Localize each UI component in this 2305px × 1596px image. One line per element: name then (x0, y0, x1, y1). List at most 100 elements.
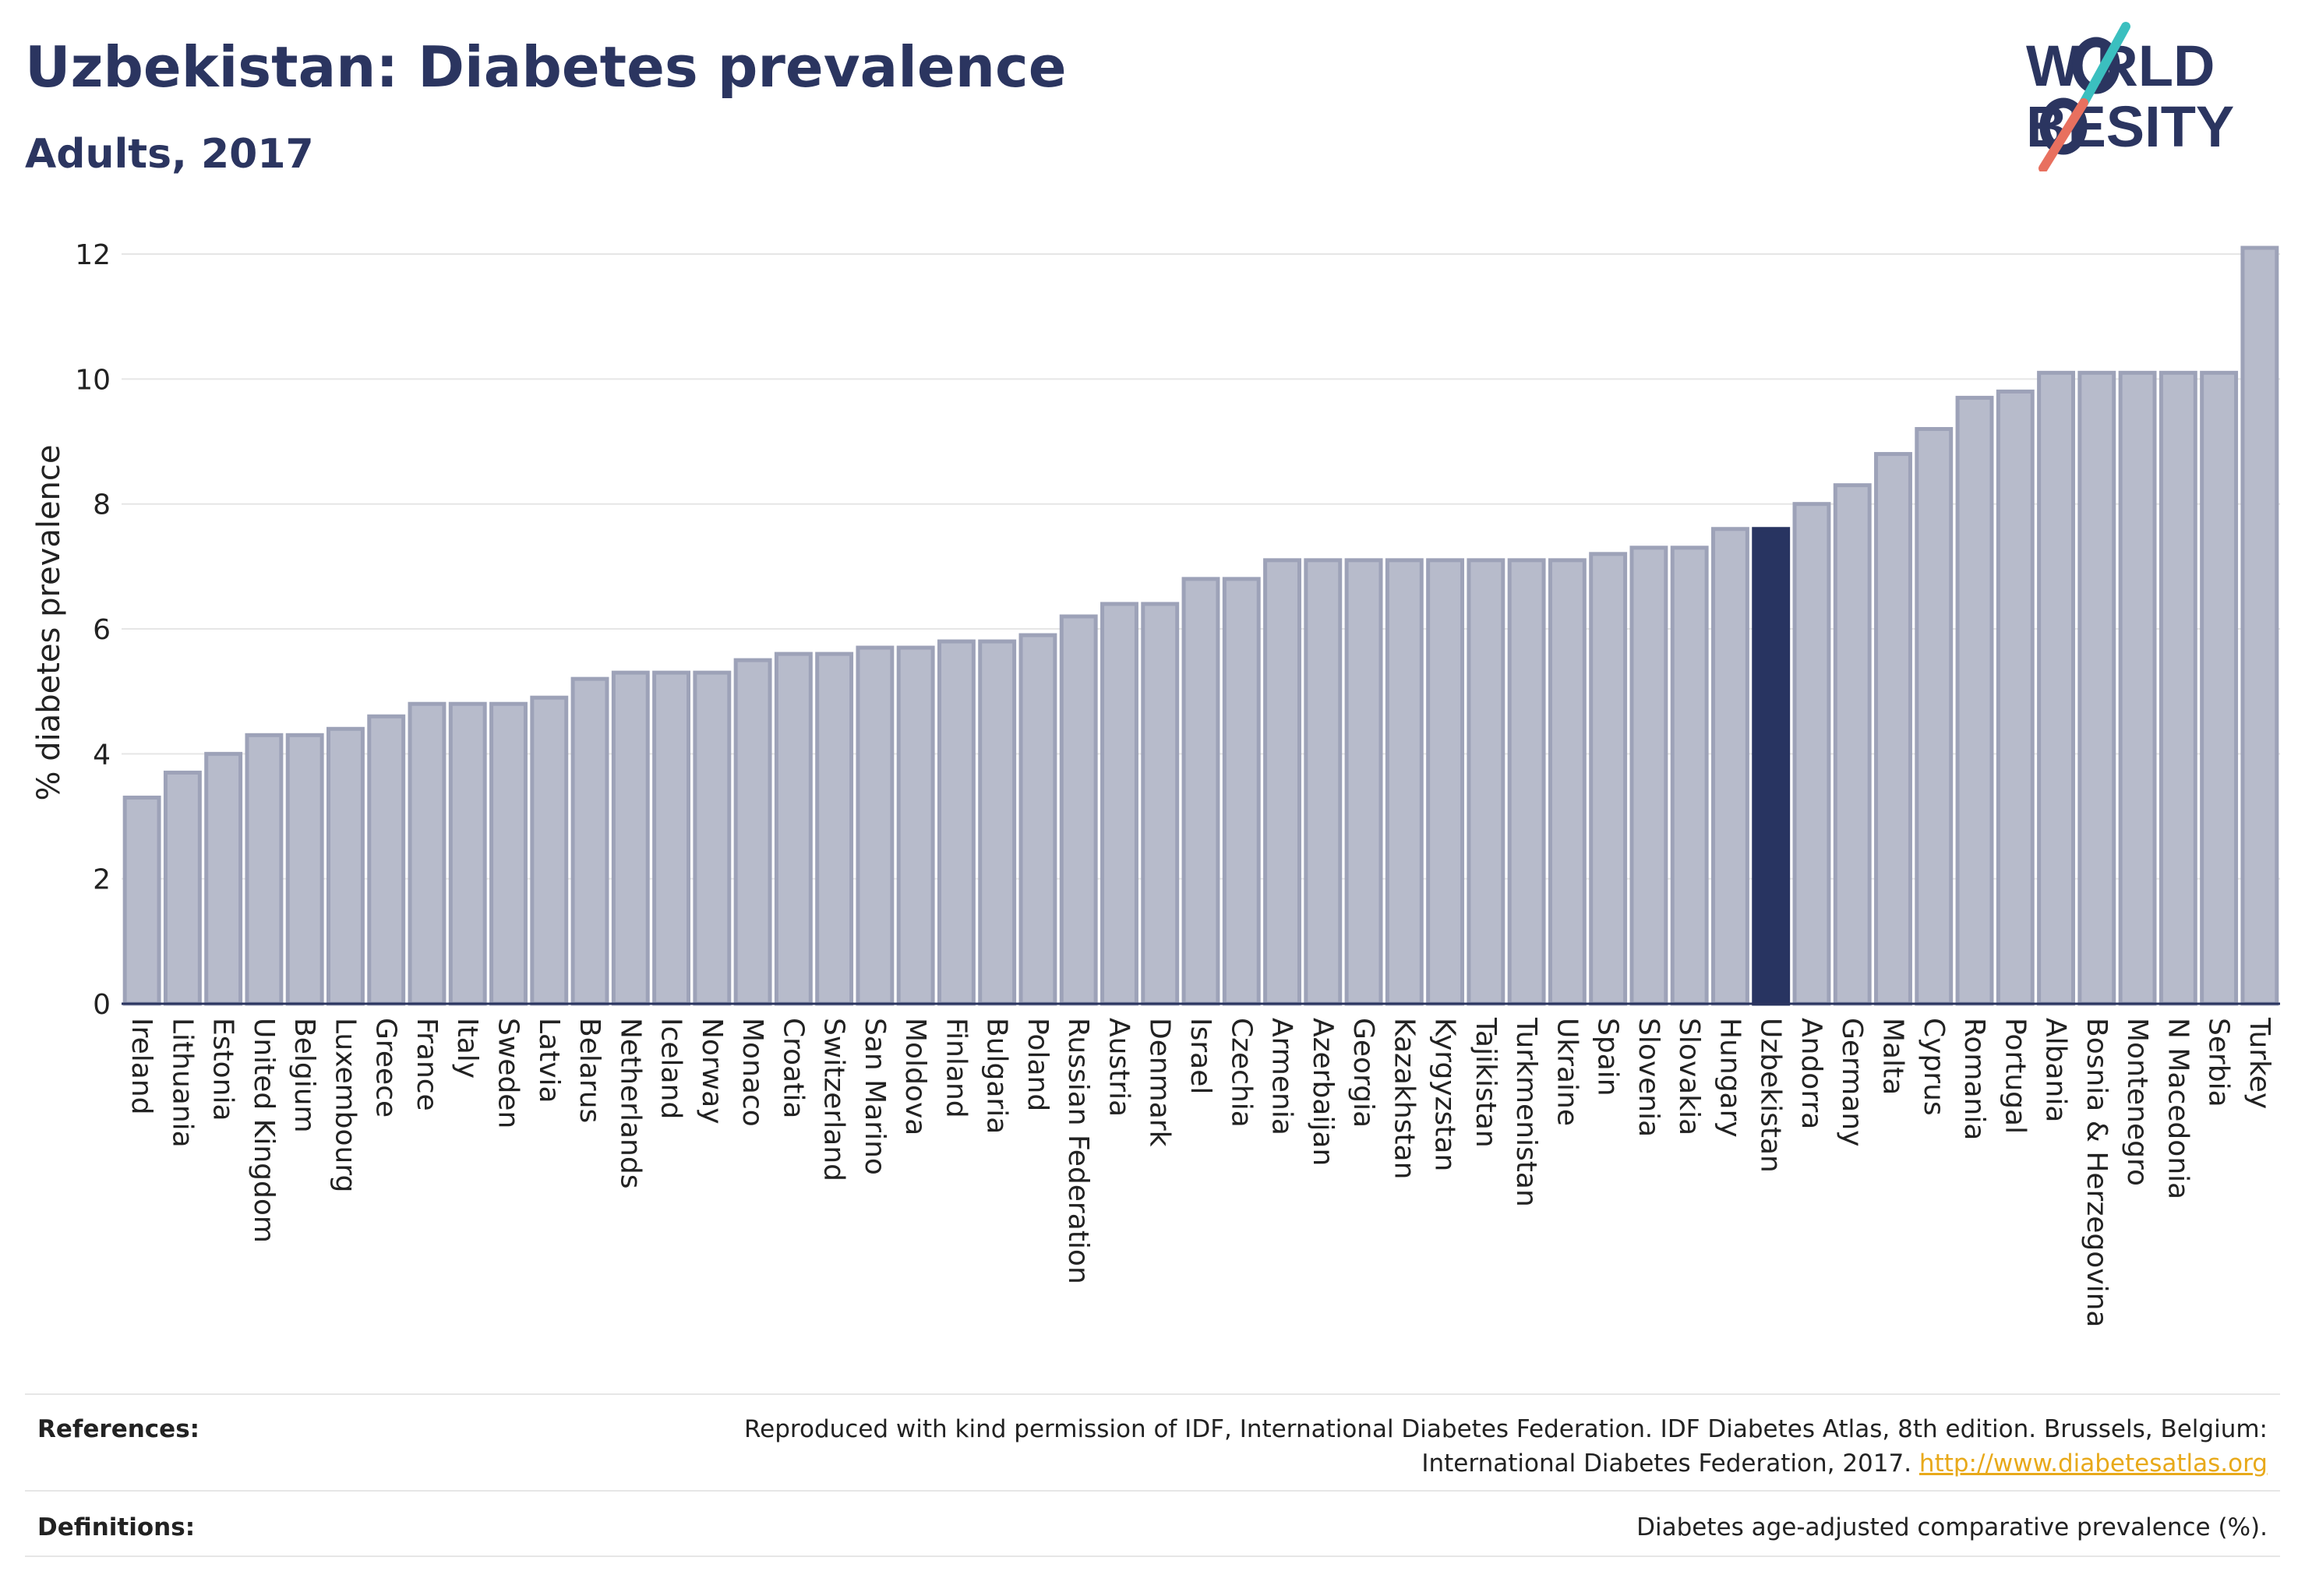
bar-finland[interactable] (937, 639, 976, 1006)
bar-greece[interactable] (367, 714, 406, 1006)
x-tick-label: Tajikistan (1470, 1017, 1502, 1148)
bar-ireland[interactable] (122, 795, 161, 1006)
x-tick-label: Georgia (1347, 1018, 1379, 1128)
x-tick-label: Poland (1022, 1018, 1054, 1111)
logo-slash-teal (2079, 22, 2130, 108)
x-tick-label: Latvia (533, 1018, 565, 1103)
y-tick-label: 6 (93, 614, 111, 646)
y-axis-label: % diabetes prevalence (31, 444, 67, 800)
bar-turkmenistan[interactable] (1507, 558, 1546, 1006)
bar-albania[interactable] (2037, 370, 2075, 1006)
x-tick-label: Czechia (1225, 1018, 1257, 1128)
x-tick-label: Austria (1103, 1018, 1135, 1117)
references-text: Reproduced with kind permission of IDF, … (744, 1412, 2268, 1481)
bar-austria[interactable] (1100, 602, 1138, 1006)
bar-sweden[interactable] (489, 701, 528, 1006)
references-label: References: (37, 1415, 200, 1443)
x-tick-label: Lithuania (166, 1018, 198, 1148)
bar-israel[interactable] (1181, 577, 1220, 1006)
bar-bulgaria[interactable] (978, 639, 1017, 1006)
y-tick-label: 10 (75, 364, 111, 396)
bar-portugal[interactable] (1996, 389, 2035, 1006)
bar-italy[interactable] (448, 701, 487, 1006)
y-tick-label: 8 (93, 489, 111, 521)
page-title: Uzbekistan: Diabetes prevalence (25, 34, 1067, 100)
x-tick-label: Italy (451, 1018, 483, 1079)
x-tick-label: Ireland (125, 1018, 157, 1115)
bar-latvia[interactable] (530, 695, 569, 1006)
x-tick-label: Kazakhstan (1388, 1018, 1420, 1179)
x-tick-label: Armenia (1266, 1018, 1298, 1135)
bar-ukraine[interactable] (1548, 558, 1587, 1006)
x-tick-label: Albania (2040, 1018, 2072, 1122)
bar-norway[interactable] (693, 670, 732, 1006)
y-tick-label: 0 (93, 989, 111, 1021)
bar-united-kingdom[interactable] (245, 733, 284, 1006)
footer-divider-mid (25, 1490, 2280, 1492)
bar-luxembourg[interactable] (327, 726, 365, 1006)
bar-moldova[interactable] (896, 645, 935, 1006)
bar-croatia[interactable] (774, 651, 813, 1006)
bar-slovakia[interactable] (1670, 546, 1709, 1006)
bar-malta[interactable] (1874, 452, 1912, 1006)
y-tick-label: 2 (93, 864, 111, 896)
bar-czechia[interactable] (1222, 577, 1261, 1006)
x-tick-label: Russian Federation (1062, 1018, 1094, 1284)
bar-belgium[interactable] (285, 733, 324, 1006)
y-tick-label: 12 (75, 239, 111, 271)
page-subtitle: Adults, 2017 (25, 131, 314, 178)
bar-georgia[interactable] (1344, 558, 1383, 1006)
bar-russian-federation[interactable] (1059, 614, 1098, 1006)
bar-lithuania[interactable] (163, 770, 202, 1006)
bar-kazakhstan[interactable] (1385, 558, 1424, 1006)
bar-kyrgyzstan[interactable] (1426, 558, 1465, 1006)
x-tick-label: Belgium (288, 1018, 320, 1133)
bar-tajikistan[interactable] (1467, 558, 1505, 1006)
references-section: References: Reproduced with kind permiss… (25, 1393, 2280, 1495)
bar-switzerland[interactable] (815, 651, 854, 1006)
footer-divider-top (25, 1393, 2280, 1395)
bar-hungary[interactable] (1710, 527, 1749, 1006)
references-link[interactable]: http://www.diabetesatlas.org (1918, 1449, 2268, 1478)
bar-cyprus[interactable] (1915, 426, 1954, 1006)
bar-belarus[interactable] (570, 676, 609, 1006)
references-line1: Reproduced with kind permission of IDF, … (744, 1415, 2268, 1443)
bar-montenegro[interactable] (2118, 370, 2157, 1006)
x-tick-label: Malta (1876, 1018, 1908, 1095)
bar-andorra[interactable] (1792, 502, 1831, 1006)
bar-denmark[interactable] (1141, 602, 1180, 1006)
bar-france[interactable] (408, 701, 447, 1006)
bar-spain[interactable] (1589, 552, 1628, 1006)
x-tick-label: N Macedonia (2162, 1018, 2194, 1199)
bar-poland[interactable] (1018, 633, 1057, 1006)
bar-germany[interactable] (1833, 483, 1872, 1006)
bar-turkey[interactable] (2240, 245, 2279, 1006)
bar-monaco[interactable] (733, 658, 772, 1006)
x-tick-label: Finland (940, 1018, 972, 1118)
bar-romania[interactable] (1955, 395, 1994, 1006)
references-line2-text: International Diabetes Federation, 2017. (1421, 1449, 1919, 1478)
bar-bosnia-herzegovina[interactable] (2077, 370, 2116, 1006)
x-tick-label: Slovenia (1633, 1018, 1664, 1137)
x-tick-label: Montenegro (2121, 1018, 2153, 1186)
bar-estonia[interactable] (204, 751, 243, 1006)
bar-slovenia[interactable] (1629, 546, 1668, 1006)
bar-san-marino[interactable] (856, 645, 895, 1006)
x-tick-label: Greece (370, 1018, 402, 1118)
x-tick-label: Serbia (2203, 1018, 2235, 1107)
x-tick-label: Netherlands (614, 1018, 646, 1188)
bar-serbia[interactable] (2200, 370, 2239, 1006)
world-obesity-logo: W RLD BESITY (2026, 22, 2234, 171)
logo-slash-coral (2038, 98, 2088, 171)
bar-iceland[interactable] (652, 670, 691, 1006)
x-tick-label: Germany (1836, 1018, 1868, 1146)
bar-azerbaijan[interactable] (1304, 558, 1343, 1006)
bar-chart: 0 2 4 6 8 10 12 % diabetes prevalence Ireland Lit… (31, 239, 2280, 1327)
x-tick-label: Kyrgyzstan (1429, 1018, 1461, 1171)
x-tick-label: Spain (1592, 1018, 1624, 1096)
bar-n-macedonia[interactable] (2159, 370, 2197, 1006)
bar-armenia[interactable] (1263, 558, 1301, 1006)
x-tick-label: Bulgaria (981, 1018, 1013, 1134)
bar-netherlands[interactable] (611, 670, 650, 1006)
bar-uzbekistan[interactable] (1752, 527, 1791, 1006)
